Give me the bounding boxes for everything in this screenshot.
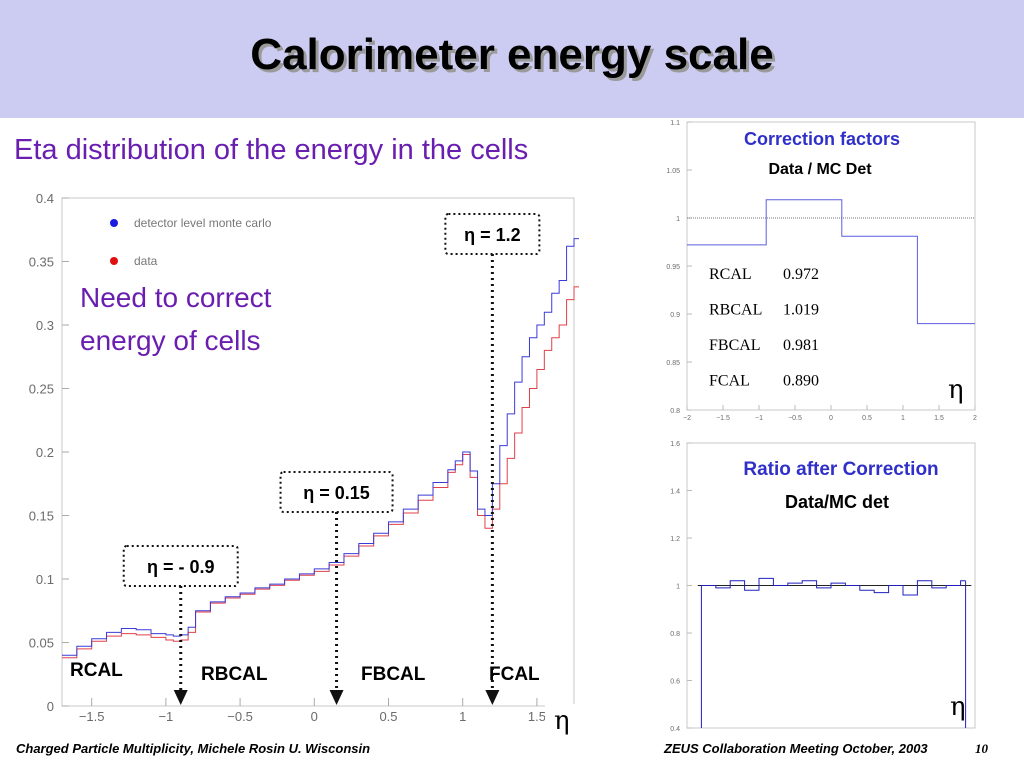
correction-y-tick-label: 1 xyxy=(676,216,680,223)
ratio-y-tick-label: 0.6 xyxy=(670,679,680,686)
eta-marker-label: η = - 0.9 xyxy=(147,557,215,577)
correction-table-name: RBCAL xyxy=(709,302,762,319)
annotation-note: Need to correct energy of cells xyxy=(80,282,279,356)
main-y-axis: 0 0.05 0.1 0.15 0.2 0.25 0.3 0.35 0.4 xyxy=(29,191,69,714)
main-y-tick-label: 0.4 xyxy=(36,191,54,206)
correction-x-tick-label: 0 xyxy=(829,415,833,422)
correction-axes: 0.8 0.85 0.9 0.95 1 1.05 1.1 −2 −1.5 −1 −0.5 0 0.5 1 1… xyxy=(666,120,977,422)
eta-marker-label: η = 0.15 xyxy=(303,483,370,503)
correction-table-name: FCAL xyxy=(709,373,750,390)
main-x-axis: −1.5 −1 −0.5 0 0.5 1 1.5 xyxy=(79,698,546,724)
main-x-tick-label: 1 xyxy=(459,709,466,724)
correction-x-tick-label: 2 xyxy=(973,415,977,422)
eta-marker-label: η = 1.2 xyxy=(464,225,521,245)
ratio-y-tick-label: 1.2 xyxy=(670,536,680,543)
ratio-y-tick-label: 0.4 xyxy=(670,726,680,733)
correction-x-tick-label: −0.5 xyxy=(788,415,802,422)
ratio-axes: 0.4 0.6 0.8 1 1.2 1.4 1.6 xyxy=(670,441,692,733)
correction-x-tick-label: −2 xyxy=(683,415,691,422)
slide-subtitle: Eta distribution of the energy in the ce… xyxy=(14,134,529,166)
main-x-tick-label: −0.5 xyxy=(227,709,253,724)
main-x-axis-label: η xyxy=(554,706,570,736)
region-label-rcal: RCAL xyxy=(70,660,123,681)
correction-y-tick-label: 0.85 xyxy=(666,360,680,367)
main-x-tick-label: 0.5 xyxy=(379,709,397,724)
main-series-group xyxy=(62,238,579,659)
eta-marker-box xyxy=(279,471,394,513)
correction-x-tick-label: −1.5 xyxy=(716,415,730,422)
region-label-fcal: FCAL xyxy=(489,664,540,685)
correction-y-tick-label: 1.05 xyxy=(666,168,680,175)
correction-y-tick-label: 0.95 xyxy=(666,264,680,271)
correction-table: RCAL 0.972 RBCAL 1.019 FBCAL 0.981 FCAL 0.890 xyxy=(709,266,819,390)
legend-label-mc: detector level monte carlo xyxy=(134,216,272,230)
region-label-fbcal: FBCAL xyxy=(361,664,426,685)
main-y-tick-label: 0.15 xyxy=(29,509,54,524)
slide-title: Calorimeter energy scale xyxy=(250,30,774,79)
eta-marker-arrow xyxy=(485,690,500,705)
main-x-tick-label: −1.5 xyxy=(79,709,105,724)
correction-x-tick-label: 1 xyxy=(901,415,905,422)
main-x-tick-label: −1 xyxy=(158,709,173,724)
correction-y-tick-label: 0.9 xyxy=(670,312,680,319)
main-y-tick-label: 0.1 xyxy=(36,572,54,587)
correction-x-tick-label: −1 xyxy=(755,415,763,422)
legend-label-data: data xyxy=(134,254,158,268)
main-y-tick-label: 0.25 xyxy=(29,382,54,397)
main-xlabel-bg xyxy=(545,704,593,734)
main-y-tick-label: 0.2 xyxy=(36,445,54,460)
ratio-x-axis-label: η xyxy=(950,692,966,722)
correction-table-name: FBCAL xyxy=(709,337,761,354)
correction-table-name: RCAL xyxy=(709,266,752,283)
eta-marker-arrow xyxy=(173,690,188,705)
correction-x-tick-label: 0.5 xyxy=(862,415,872,422)
main-y-tick-label: 0.35 xyxy=(29,255,54,270)
mc-series-line xyxy=(62,238,579,656)
ratio-y-tick-label: 1.4 xyxy=(670,489,680,496)
main-x-tick-label: 1.5 xyxy=(528,709,546,724)
legend-marker-mc xyxy=(110,219,118,227)
eta-markers: η = - 0.9 η = 0.15 η = 1.2 xyxy=(122,213,541,705)
correction-table-value: 1.019 xyxy=(783,302,819,319)
main-y-tick-label: 0 xyxy=(47,699,54,714)
annotation-line-2: energy of cells xyxy=(80,325,261,356)
footer-right: ZEUS Collaboration Meeting October, 2003 xyxy=(664,741,928,756)
title-bar xyxy=(0,0,1024,118)
region-label-rbcal: RBCAL xyxy=(201,664,268,685)
main-y-tick-label: 0.3 xyxy=(36,318,54,333)
ratio-y-tick-label: 1 xyxy=(676,584,680,591)
correction-y-tick-label: 1.1 xyxy=(670,120,680,127)
footer-left: Charged Particle Multiplicity, Michele R… xyxy=(16,741,371,756)
correction-table-value: 0.972 xyxy=(783,266,819,283)
eta-marker-arrow xyxy=(329,690,344,705)
main-x-tick-label: 0 xyxy=(311,709,318,724)
correction-table-value: 0.981 xyxy=(783,337,819,354)
page-number: 10 xyxy=(975,741,988,756)
correction-title: Correction factors xyxy=(744,129,900,149)
main-y-tick-label: 0.05 xyxy=(29,636,54,651)
ratio-subtitle: Data/MC det xyxy=(785,492,889,512)
annotation-line-1: Need to correct xyxy=(80,282,272,313)
correction-subtitle: Data / MC Det xyxy=(768,161,872,178)
ratio-title: Ratio after Correction xyxy=(743,459,938,480)
ratio-y-tick-label: 1.6 xyxy=(670,441,680,448)
correction-x-axis-label: η xyxy=(948,375,964,405)
correction-table-value: 0.890 xyxy=(783,373,819,390)
ratio-y-tick-label: 0.8 xyxy=(670,631,680,638)
ratio-histogram xyxy=(701,577,966,596)
correction-y-tick-label: 0.8 xyxy=(670,408,680,415)
correction-step-line xyxy=(687,199,975,325)
correction-x-tick-label: 1.5 xyxy=(934,415,944,422)
legend-marker-data xyxy=(110,257,118,265)
